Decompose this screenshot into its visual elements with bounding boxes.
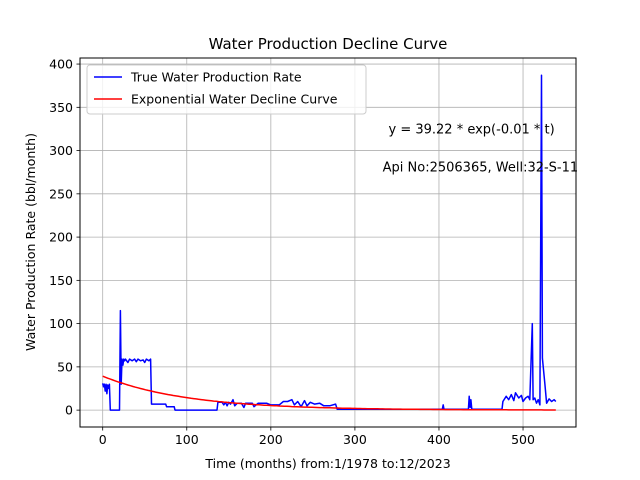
y-tick-label: 350 (49, 100, 73, 115)
ticks: 0 100 200 300 400 500 0 50 100 150 200 250 300 350 400 (49, 57, 535, 447)
x-tick-label: 100 (175, 432, 199, 447)
x-tick-label: 300 (343, 432, 367, 447)
y-axis-label: Water Production Rate (bbl/month) (23, 133, 38, 351)
y-tick-label: 50 (57, 359, 73, 374)
x-tick-label: 0 (99, 432, 107, 447)
legend: True Water Production Rate Exponential Wa… (86, 64, 367, 115)
y-tick-label: 300 (49, 143, 73, 158)
y-tick-label: 0 (65, 403, 73, 418)
legend-entry-label: Exponential Water Decline Curve (131, 92, 338, 107)
plot-frame (79, 57, 577, 428)
y-tick-label: 400 (49, 57, 73, 72)
x-tick-label: 500 (511, 432, 535, 447)
x-axis-label: Time (months) from:1/1978 to:12/2023 (204, 456, 450, 471)
chart-title: Water Production Decline Curve (209, 35, 448, 53)
annotations: y = 39.22 * exp(-0.01 * t) Api No:2506365… (383, 122, 579, 175)
y-tick-label: 200 (49, 230, 73, 245)
x-tick-label: 400 (427, 432, 451, 447)
y-tick-label: 150 (49, 273, 73, 288)
equation-annotation: y = 39.22 * exp(-0.01 * t) (389, 122, 555, 137)
legend-box (86, 64, 367, 115)
legend-entry-label: True Water Production Rate (130, 70, 302, 85)
x-tick-label: 200 (259, 432, 283, 447)
y-tick-label: 250 (49, 186, 73, 201)
y-tick-label: 100 (49, 316, 73, 331)
exponential-decline-series-line (102, 375, 556, 411)
well-id-annotation: Api No:2506365, Well:32-S-11 (383, 160, 579, 175)
series-layer (101, 74, 557, 411)
